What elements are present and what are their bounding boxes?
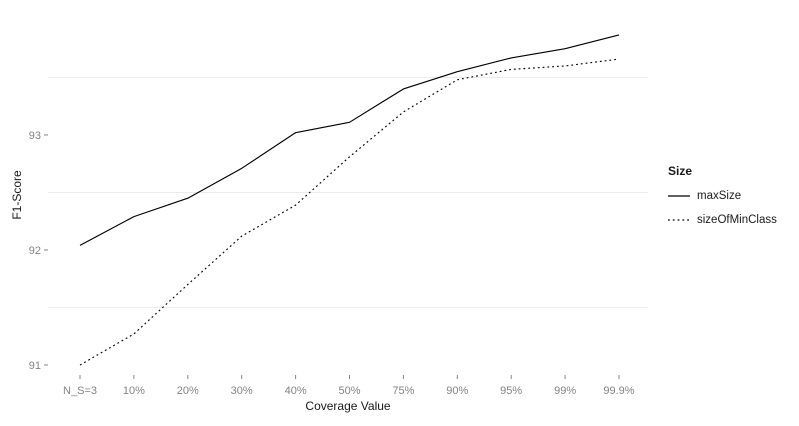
x-tick-label: N_S=3 (63, 385, 97, 397)
x-tick-label: 40% (285, 385, 307, 397)
y-tick-label: 91 (29, 360, 41, 372)
series-line-maxSize (79, 34, 620, 246)
x-tick-label: 99.9% (603, 385, 634, 397)
x-tick-label: 50% (338, 385, 360, 397)
x-tick-label: 95% (500, 385, 522, 397)
legend-item-label: sizeOfMinClass (697, 214, 777, 226)
solid-line-key-icon (668, 195, 690, 197)
x-tick-label: 75% (392, 385, 414, 397)
x-tick-label: 30% (231, 385, 253, 397)
legend-item-sizeofminclass: sizeOfMinClass (668, 213, 777, 227)
legend-item-label: maxSize (697, 190, 742, 202)
x-tick-label: 90% (446, 385, 468, 397)
dotted-line-key-icon (668, 219, 690, 221)
y-tick-label: 93 (29, 130, 41, 142)
y-tick-label: 92 (29, 245, 41, 257)
legend-title: Size (668, 164, 693, 178)
y-axis-title: F1-Score (10, 170, 24, 220)
series-line-sizeOfMinClass (79, 58, 620, 366)
x-tick-label: 10% (123, 385, 145, 397)
legend-item-maxsize: maxSize (668, 189, 777, 203)
legend: Size maxSize sizeOfMinClass (668, 164, 777, 237)
x-tick-label: 20% (177, 385, 199, 397)
x-axis-title: Coverage Value (305, 399, 391, 413)
x-tick-label: 99% (554, 385, 576, 397)
